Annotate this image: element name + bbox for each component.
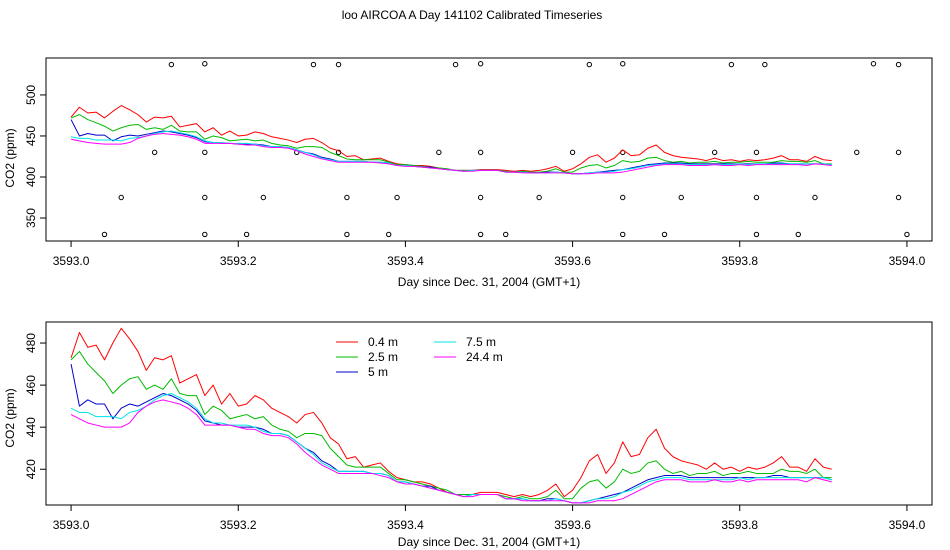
top-x-tick-label: 3593.8: [721, 254, 758, 268]
top-x-tick-label: 3593.0: [53, 254, 90, 268]
top-marker-point: [202, 61, 208, 67]
top-marker-point: [620, 194, 626, 201]
top-marker-point: [243, 231, 250, 238]
top-marker-point: [854, 149, 860, 156]
top-marker-point: [503, 231, 509, 238]
top-marker-point: [895, 61, 902, 68]
top-marker-point: [168, 61, 175, 68]
bottom-y-tick-label: 480: [24, 333, 38, 353]
legend-label-2-5-m: 2.5 m: [368, 350, 398, 364]
top-marker-point: [436, 149, 442, 156]
top-x-axis: 3593.0 3593.2 3593.4 3593.6 3593.8 3594.0: [53, 241, 926, 268]
bottom-legend: 0.4 m2.5 m5 m 7.5 m24.4 m: [336, 335, 503, 379]
top-marker-point: [202, 149, 208, 156]
top-marker-point: [620, 231, 626, 238]
bottom-y-axis-label: CO2 (ppm): [3, 388, 17, 447]
top-series-line-7-5-m: [70, 130, 832, 175]
top-marker-point: [452, 61, 459, 68]
bottom-series-line-24-4-m: [70, 399, 832, 504]
top-x-tick-label: 3594.0: [889, 254, 926, 268]
top-marker-point: [904, 231, 910, 238]
top-panel: 3593.0 3593.2 3593.4 3593.6 3593.8 3594.0 350…: [3, 57, 933, 289]
top-marker-point: [762, 61, 768, 68]
bottom-x-axis: 3593.0 3593.2 3593.4 3593.6 3593.8 3594.0: [53, 505, 926, 532]
top-markers: [101, 61, 910, 238]
top-marker-point: [477, 231, 484, 238]
bottom-x-tick-label: 3593.2: [220, 518, 257, 532]
top-marker-point: [678, 194, 684, 201]
top-marker-point: [728, 61, 735, 68]
top-marker-point: [569, 149, 576, 156]
bottom-x-tick-label: 3593.0: [53, 518, 90, 532]
top-marker-point: [661, 231, 668, 238]
top-marker-point: [870, 61, 877, 67]
top-x-axis-label: Day since Dec. 31, 2004 (GMT+1): [398, 275, 580, 289]
top-plot-box: [45, 57, 933, 242]
top-x-tick-label: 3593.4: [387, 254, 424, 268]
top-series-lines: [70, 105, 832, 175]
top-marker-point: [385, 231, 392, 238]
top-x-tick-label: 3593.6: [554, 254, 591, 268]
bottom-y-tick-label: 440: [24, 417, 38, 437]
top-marker-point: [260, 194, 267, 201]
top-marker-point: [477, 149, 484, 156]
top-y-tick-label: 500: [24, 85, 38, 105]
top-marker-point: [753, 194, 760, 201]
top-y-tick-label: 450: [24, 126, 38, 146]
top-marker-point: [620, 61, 626, 67]
bottom-y-tick-label: 420: [24, 459, 38, 479]
bottom-x-tick-label: 3593.8: [721, 518, 758, 532]
bottom-series-line-7-5-m: [70, 393, 832, 504]
bottom-series-lines: [70, 327, 832, 504]
page-title: loo AIRCOA A Day 141102 Calibrated Times…: [342, 8, 603, 22]
bottom-plot-box: [45, 321, 933, 506]
top-marker-point: [795, 231, 801, 238]
top-marker-point: [151, 149, 158, 156]
bottom-x-tick-label: 3593.4: [387, 518, 424, 532]
bottom-panel: 3593.0 3593.2 3593.4 3593.6 3593.8 3594.0 420…: [3, 321, 933, 549]
legend-label-24-4-m: 24.4 m: [466, 350, 503, 364]
top-marker-point: [895, 194, 902, 201]
top-marker-point: [711, 149, 718, 156]
top-marker-point: [895, 149, 902, 156]
top-marker-point: [753, 149, 760, 156]
bottom-x-axis-label: Day since Dec. 31, 2004 (GMT+1): [398, 535, 580, 549]
top-marker-point: [394, 194, 400, 201]
bottom-x-tick-label: 3593.6: [554, 518, 591, 532]
bottom-y-tick-label: 460: [24, 375, 38, 395]
legend-label-7-5-m: 7.5 m: [466, 335, 496, 349]
top-y-axis: 350 400 450 500: [24, 85, 46, 228]
top-marker-point: [477, 61, 484, 67]
top-marker-point: [344, 231, 350, 238]
top-marker-point: [202, 231, 208, 238]
top-marker-point: [335, 61, 342, 68]
legend-label-5-m: 5 m: [368, 365, 388, 379]
top-marker-point: [477, 194, 484, 201]
top-series-line-5-m: [70, 119, 832, 175]
bottom-series-line-0-4-m: [70, 327, 832, 498]
top-marker-point: [101, 231, 108, 238]
top-x-tick-label: 3593.2: [220, 254, 257, 268]
top-marker-point: [536, 194, 542, 201]
bottom-series-line-5-m: [70, 363, 832, 504]
top-marker-point: [310, 61, 317, 68]
top-marker-point: [812, 194, 818, 201]
bottom-x-tick-label: 3594.0: [889, 518, 926, 532]
top-marker-point: [202, 194, 208, 201]
top-y-tick-label: 400: [24, 167, 38, 187]
bottom-series-line-2-5-m: [70, 350, 832, 500]
bottom-y-axis: 420 440 460 480: [24, 333, 46, 479]
top-marker-point: [118, 194, 124, 201]
top-y-axis-label: CO2 (ppm): [3, 128, 17, 187]
top-series-line-0-4-m: [70, 105, 832, 172]
top-marker-point: [586, 61, 593, 68]
top-y-tick-label: 350: [24, 208, 38, 228]
legend-label-0-4-m: 0.4 m: [368, 335, 398, 349]
top-marker-point: [344, 194, 350, 201]
top-series-line-24-4-m: [70, 133, 832, 175]
top-marker-point: [753, 231, 760, 238]
